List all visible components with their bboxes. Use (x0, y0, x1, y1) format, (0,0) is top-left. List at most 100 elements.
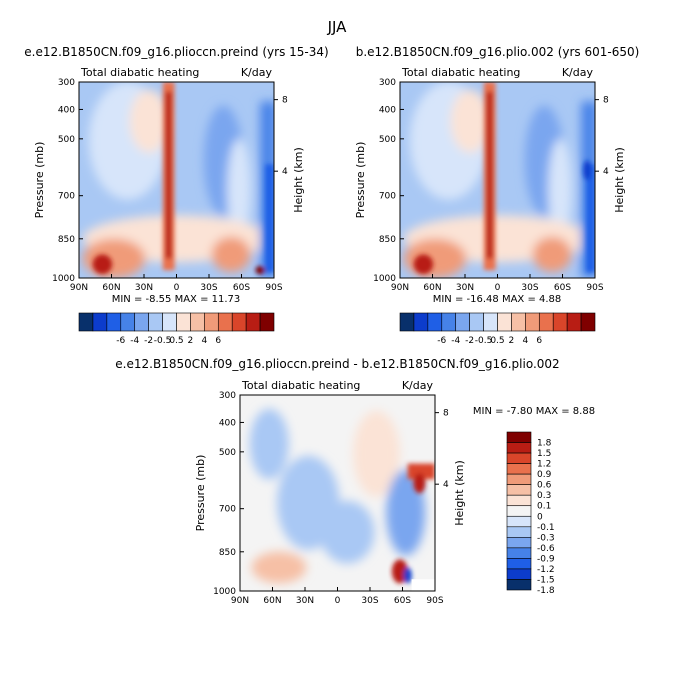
y-tick-label: 700 (379, 192, 396, 202)
itcz-heating-core (486, 91, 493, 259)
x-tick-label: 90N (231, 596, 249, 606)
colorbar-label: 1.2 (537, 460, 551, 470)
colorbar-box (511, 312, 526, 332)
y-tick-label: 500 (379, 135, 396, 145)
x-tick-label: 30N (456, 283, 474, 293)
y-axis-label: Pressure (mb) (33, 142, 46, 219)
panel-1: e.e12.B1850CN.f09_g16.plioccn.preind (yr… (24, 45, 328, 346)
colorbar-box (506, 494, 532, 507)
x-tick-label: 60S (554, 283, 571, 293)
positive-region (353, 410, 400, 497)
colorbar-label: -0.5 (475, 336, 493, 346)
colorbar-box (469, 312, 484, 332)
colorbar-box (506, 579, 532, 591)
panel-subtitle: Total diabatic heating (401, 66, 520, 79)
y-tick-label: 500 (219, 448, 236, 458)
figure-title: JJA (327, 18, 348, 36)
negative-region (249, 408, 289, 480)
y2-tick-label: 8 (443, 409, 449, 419)
colorbar-box (506, 526, 532, 538)
colorbar-label: 0.5 (490, 336, 504, 346)
y-tick-label: 400 (219, 418, 236, 428)
field-sharp (391, 463, 435, 584)
panel-title: b.e12.B1850CN.f09_g16.plio.002 (yrs 601-… (356, 45, 640, 59)
colorbar-box (506, 568, 532, 580)
field-sharp (92, 82, 274, 275)
y2-tick-label: 8 (603, 96, 609, 106)
y-tick-label: 1000 (373, 274, 396, 284)
field-sharp (413, 82, 595, 275)
colorbar-label: -0.6 (537, 544, 555, 554)
polar-cooling-max (583, 160, 592, 181)
field-layer (79, 82, 274, 278)
field-soft (403, 82, 595, 278)
y-tick-label: 300 (219, 391, 236, 401)
panel-units: K/day (241, 66, 273, 79)
min-max-stats: MIN = -7.80 MAX = 8.88 (473, 406, 595, 417)
y-tick-label: 700 (219, 505, 236, 515)
panel-3: e.e12.B1850CN.f09_g16.plioccn.preind - b… (115, 357, 595, 606)
colorbar-box (506, 463, 532, 475)
low-level-heating (211, 236, 251, 273)
colorbar-box (506, 547, 532, 559)
colorbar-box (506, 537, 532, 549)
polar-cooling-core (265, 164, 274, 273)
x-tick-label: 0 (495, 283, 501, 293)
colorbar-box (552, 312, 568, 332)
colorbar-box (506, 515, 532, 528)
colorbar-box (580, 312, 596, 332)
y-tick-label: 400 (379, 105, 396, 115)
y-tick-label: 850 (379, 235, 396, 245)
colorbar-label: 4 (522, 336, 528, 346)
y2-axis-label: Height (km) (292, 147, 305, 213)
low-level-heating (532, 236, 572, 273)
polar-heating-max (413, 473, 426, 494)
colorbar-box (483, 312, 498, 332)
colorbar-box (204, 312, 219, 332)
y2-tick-label: 4 (443, 480, 449, 490)
colorbar-box (506, 484, 532, 496)
colorbar-label: 1.5 (537, 449, 551, 459)
surface-heating (255, 266, 266, 275)
colorbar-label: 0.5 (169, 336, 183, 346)
colorbar-label: -0.9 (537, 554, 555, 564)
colorbar-box (176, 312, 191, 332)
y-axis-label: Pressure (mb) (194, 455, 207, 532)
y2-tick-label: 4 (603, 167, 609, 177)
colorbar-box (506, 558, 532, 570)
colorbar-label: -0.3 (537, 533, 555, 543)
field-layer (400, 82, 595, 278)
y2-tick-label: 8 (282, 96, 288, 106)
colorbar-label: -0.1 (537, 523, 555, 533)
x-tick-label: 30S (361, 596, 378, 606)
colorbar-box (506, 431, 532, 443)
colorbar-box (231, 312, 247, 332)
y2-axis-label: Height (km) (453, 460, 466, 526)
missing-data (411, 579, 435, 591)
y-tick-label: 700 (58, 192, 75, 202)
x-tick-label: 30N (296, 596, 314, 606)
y-tick-label: 500 (58, 135, 75, 145)
y-axis-label: Pressure (mb) (354, 142, 367, 219)
colorbar-label: 0.6 (537, 481, 552, 491)
light-region (227, 138, 251, 241)
x-tick-label: 90S (426, 596, 443, 606)
colorbar-label: -0.5 (154, 336, 172, 346)
colorbar-box (217, 312, 233, 332)
colorbar-box (92, 312, 108, 332)
y-tick-label: 850 (58, 235, 75, 245)
colorbar-box (120, 312, 136, 332)
x-tick-label: 30S (521, 283, 538, 293)
colorbar-box (506, 442, 532, 454)
panel-subtitle: Total diabatic heating (241, 379, 360, 392)
itcz-heating-core (165, 91, 172, 259)
surface-heating (92, 254, 113, 275)
low-level-heating (403, 238, 467, 278)
colorbar-box (525, 312, 540, 332)
colorbar-label: 0.3 (537, 491, 551, 501)
colorbar-label: -6 (437, 336, 446, 346)
warm-region (450, 89, 490, 153)
colorbar-box (506, 505, 532, 517)
colorbar-box (506, 473, 532, 485)
